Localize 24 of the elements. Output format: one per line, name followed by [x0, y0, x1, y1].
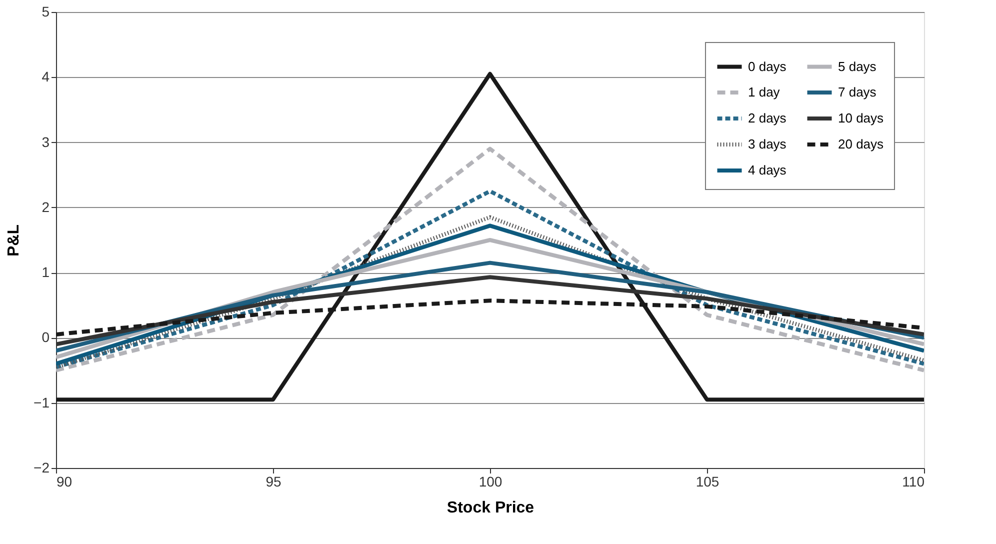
legend-label: 0 days: [748, 58, 787, 74]
y-tick-label: 3: [42, 134, 50, 150]
x-tick-label: 105: [696, 474, 720, 490]
y-tick-label: 5: [42, 4, 50, 20]
y-tick-label: 1: [42, 264, 50, 280]
y-tick-label: 4: [42, 68, 50, 85]
x-tick-label: 90: [56, 474, 72, 490]
y-tick-label: −2: [34, 460, 50, 476]
legend-label: 10 days: [838, 110, 884, 126]
y-tick-label: 0: [42, 329, 50, 346]
y-tick-label: −1: [34, 394, 50, 410]
legend-label: 7 days: [838, 84, 877, 100]
x-tick-label: 95: [266, 474, 282, 490]
legend-label: 5 days: [838, 58, 877, 74]
legend-label: 1 day: [748, 84, 780, 100]
x-tick-label: 110: [902, 474, 925, 490]
x-tick-label: 100: [478, 474, 502, 490]
y-axis-title: P&L: [6, 224, 23, 256]
legend-label: 2 days: [748, 110, 787, 126]
y-tick-label: 2: [42, 198, 50, 215]
x-axis-title: Stock Price: [446, 500, 534, 516]
legend-label: 20 days: [838, 136, 884, 152]
legend-label: 3 days: [748, 136, 787, 152]
legend-label: 4 days: [748, 162, 787, 178]
